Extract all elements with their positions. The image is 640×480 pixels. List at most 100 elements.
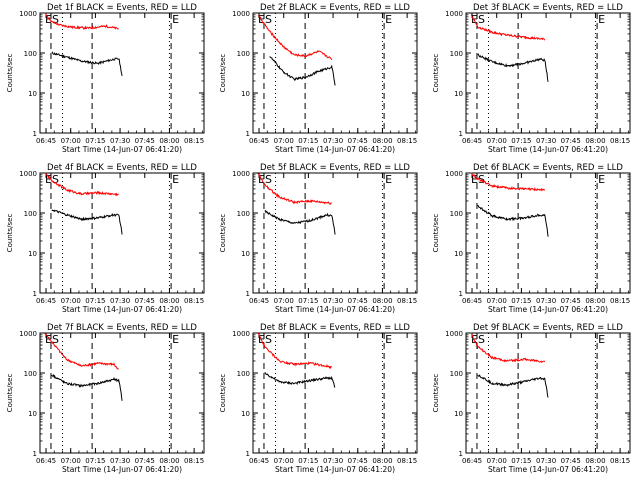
panel-title: Det 5f BLACK = Events, RED = LLD: [260, 163, 410, 173]
x-tick-label: 07:30: [323, 137, 343, 145]
x-tick-label: 07:00: [274, 137, 294, 145]
y-axis-label: Counts/sec: [432, 54, 440, 93]
y-tick-label: 10: [241, 250, 250, 258]
marker-label: E: [385, 13, 392, 26]
marker-label: E: [598, 173, 605, 186]
y-tick-label: 1: [246, 290, 250, 298]
x-axis-label: Start Time (14-Jun-07 06:41:20): [488, 145, 608, 154]
y-axis-label: Counts/sec: [6, 374, 14, 413]
x-tick-label: 07:30: [110, 137, 130, 145]
panel-title: Det 7f BLACK = Events, RED = LLD: [47, 323, 197, 333]
x-tick-label: 07:45: [348, 297, 368, 305]
marker-label: S: [478, 333, 485, 346]
x-tick-label: 08:00: [372, 457, 392, 465]
x-tick-label: 07:30: [536, 297, 556, 305]
x-tick-label: 06:45: [462, 297, 482, 305]
x-tick-label: 08:15: [397, 457, 417, 465]
x-tick-label: 07:30: [536, 457, 556, 465]
y-tick-label: 10: [241, 410, 250, 418]
x-tick-label: 07:45: [135, 137, 155, 145]
x-tick-label: 07:15: [85, 457, 105, 465]
series-line: [51, 373, 123, 401]
series-line: [470, 332, 546, 364]
detector-panel: Det 9f BLACK = Events, RED = LLD 1 10 100 10…: [432, 323, 631, 474]
panel-title: Det 6f BLACK = Events, RED = LLD: [473, 163, 623, 173]
detector-panel: Det 5f BLACK = Events, RED = LLD 1 10 100 10…: [219, 163, 418, 314]
series-line: [51, 209, 123, 235]
x-tick-label: 06:45: [462, 137, 482, 145]
marker-label: S: [265, 173, 272, 186]
y-tick-label: 100: [24, 50, 37, 58]
x-tick-label: 07:00: [274, 457, 294, 465]
x-tick-label: 07:00: [61, 297, 81, 305]
y-tick-label: 1000: [232, 10, 250, 18]
detector-panel: Det 3f BLACK = Events, RED = LLD 1 10 100 10…: [432, 3, 631, 154]
marker-label: E: [45, 13, 52, 26]
y-axis-label: Counts/sec: [219, 374, 227, 413]
x-axis-label: Start Time (14-Jun-07 06:41:20): [62, 465, 182, 474]
panel-title: Det 3f BLACK = Events, RED = LLD: [473, 3, 623, 13]
x-tick-label: 07:00: [487, 297, 507, 305]
x-tick-label: 07:00: [487, 137, 507, 145]
x-tick-label: 07:45: [135, 457, 155, 465]
x-tick-label: 08:00: [372, 297, 392, 305]
y-tick-label: 100: [24, 370, 37, 378]
series-line: [264, 371, 336, 388]
marker-label: E: [45, 333, 52, 346]
y-tick-label: 1: [33, 290, 37, 298]
marker-label: E: [598, 13, 605, 26]
y-tick-label: 10: [28, 410, 37, 418]
series-line: [264, 209, 336, 235]
x-tick-label: 07:45: [561, 297, 581, 305]
y-tick-label: 100: [237, 50, 250, 58]
y-tick-label: 10: [28, 250, 37, 258]
plot-frame: [465, 172, 631, 294]
y-tick-label: 100: [237, 370, 250, 378]
y-tick-label: 1: [459, 290, 463, 298]
x-tick-label: 08:15: [184, 137, 204, 145]
x-tick-label: 07:00: [274, 297, 294, 305]
x-tick-label: 08:00: [585, 137, 605, 145]
marker-label: S: [52, 173, 59, 186]
plot-frame: [39, 172, 205, 294]
x-tick-label: 08:15: [184, 457, 204, 465]
series-line: [257, 173, 332, 205]
x-tick-label: 07:45: [348, 457, 368, 465]
y-axis-label: Counts/sec: [6, 214, 14, 253]
x-tick-label: 07:15: [511, 137, 531, 145]
x-tick-label: 06:45: [462, 457, 482, 465]
y-tick-label: 1: [246, 450, 250, 458]
x-tick-label: 06:45: [36, 137, 56, 145]
x-tick-label: 07:15: [298, 457, 318, 465]
panel-title: Det 1f BLACK = Events, RED = LLD: [47, 3, 197, 13]
x-axis-label: Start Time (14-Jun-07 06:41:20): [488, 305, 608, 314]
plot-frame: [39, 12, 205, 134]
y-tick-label: 1000: [232, 170, 250, 178]
x-tick-label: 08:00: [159, 297, 179, 305]
x-tick-label: 08:00: [159, 137, 179, 145]
panel-title: Det 8f BLACK = Events, RED = LLD: [260, 323, 410, 333]
x-tick-label: 08:00: [585, 297, 605, 305]
y-tick-label: 1000: [445, 170, 463, 178]
x-axis-label: Start Time (14-Jun-07 06:41:20): [275, 305, 395, 314]
y-axis-label: Counts/sec: [432, 214, 440, 253]
plot-frame: [252, 12, 418, 134]
x-tick-label: 06:45: [249, 457, 269, 465]
marker-label: E: [471, 173, 478, 186]
y-tick-label: 10: [454, 410, 463, 418]
marker-label: S: [265, 13, 272, 26]
x-tick-label: 07:15: [85, 297, 105, 305]
x-tick-label: 06:45: [36, 457, 56, 465]
detector-panel: Det 6f BLACK = Events, RED = LLD 1 10 100 10…: [432, 163, 631, 314]
series-line: [44, 172, 119, 197]
x-tick-label: 07:30: [110, 457, 130, 465]
y-tick-label: 1000: [232, 330, 250, 338]
x-tick-label: 07:15: [298, 297, 318, 305]
y-tick-label: 100: [237, 210, 250, 218]
plot-frame: [252, 332, 418, 454]
series-line: [477, 374, 549, 398]
y-tick-label: 10: [28, 90, 37, 98]
x-tick-label: 07:30: [536, 137, 556, 145]
y-tick-label: 10: [454, 250, 463, 258]
x-axis-label: Start Time (14-Jun-07 06:41:20): [275, 465, 395, 474]
